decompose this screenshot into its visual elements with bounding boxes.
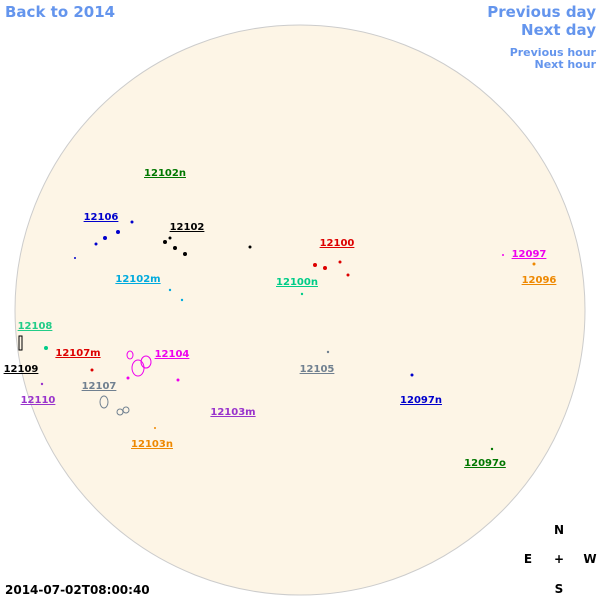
region-label[interactable]: 12108 bbox=[18, 321, 53, 332]
next-day-link[interactable]: Next day bbox=[521, 21, 596, 39]
spots bbox=[18, 220, 536, 451]
region-label[interactable]: 12106 bbox=[84, 212, 119, 223]
back-link[interactable]: Back to 2014 bbox=[5, 3, 115, 21]
region-label[interactable]: 12104 bbox=[155, 349, 190, 360]
region-label[interactable]: 12109 bbox=[4, 364, 39, 375]
region-label[interactable]: 12105 bbox=[300, 364, 335, 375]
compass-south: S bbox=[555, 582, 564, 596]
compass-north: N bbox=[554, 523, 564, 537]
region-label[interactable]: 12100n bbox=[276, 277, 318, 288]
region-label[interactable]: 12102m bbox=[115, 274, 160, 285]
region-label[interactable]: 12107m bbox=[55, 348, 100, 359]
region-label[interactable]: 12107 bbox=[82, 381, 117, 392]
region-label[interactable]: 12103m bbox=[210, 407, 255, 418]
region-label[interactable]: 12097o bbox=[464, 458, 506, 469]
region-label[interactable]: 12097 bbox=[512, 249, 547, 260]
region-label[interactable]: 12103n bbox=[131, 439, 173, 450]
compass-center: + bbox=[554, 552, 564, 566]
region-label[interactable]: 12102 bbox=[170, 222, 205, 233]
previous-day-link[interactable]: Previous day bbox=[487, 3, 596, 21]
region-label[interactable]: 12100 bbox=[320, 238, 355, 249]
timestamp: 2014-07-02T08:00:40 bbox=[5, 583, 150, 597]
compass-west: W bbox=[583, 552, 596, 566]
region-label[interactable]: 12110 bbox=[21, 395, 56, 406]
solar-disk bbox=[14, 24, 586, 596]
region-label[interactable]: 12096 bbox=[522, 275, 557, 286]
next-hour-link[interactable]: Next hour bbox=[535, 58, 597, 71]
previous-hour-link[interactable]: Previous hour bbox=[510, 46, 597, 59]
region-label[interactable]: 12102n bbox=[144, 168, 186, 179]
region-label[interactable]: 12097n bbox=[400, 395, 442, 406]
compass-east: E bbox=[524, 552, 532, 566]
